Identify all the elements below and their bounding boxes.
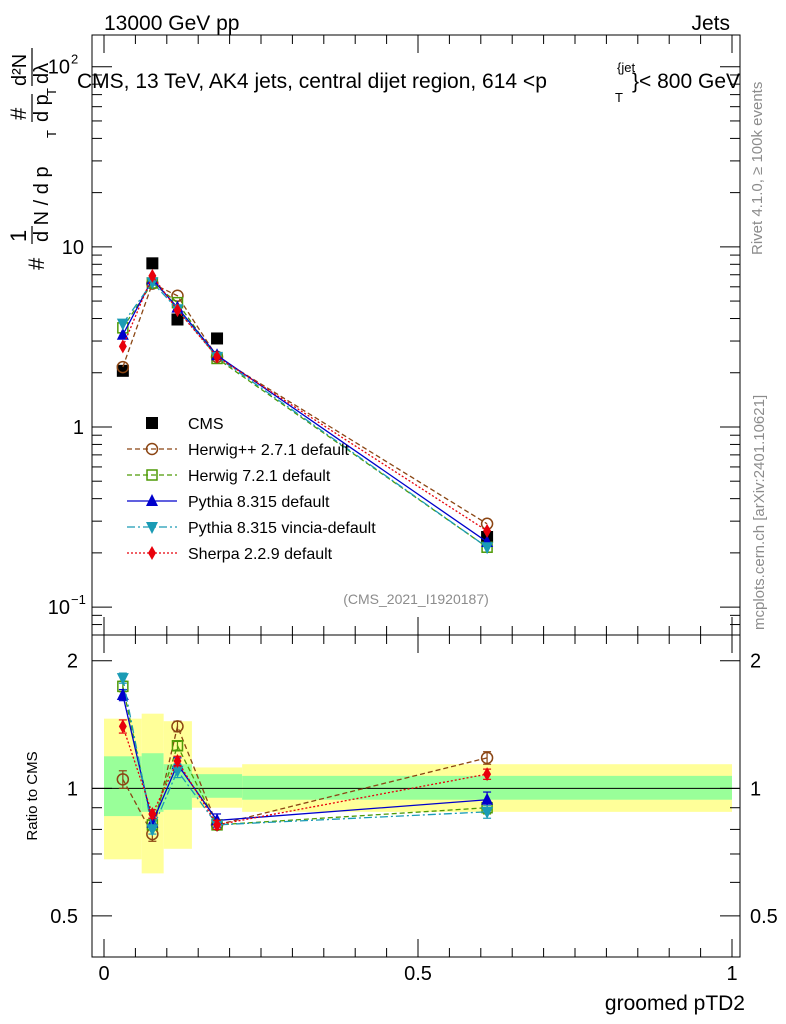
ratio-point-pythia-8-315-vincia-default [171,765,184,778]
ratio-point-pythia-8-315-vincia-default [146,824,159,837]
point-cms [146,257,159,270]
green-band-bin [141,753,164,812]
ratio-point-herwig-7-2-1-default [171,740,184,752]
ratio-y-tick-label-right: 0.5 [750,906,778,928]
main-x-ticks [103,35,733,635]
point-herwig-2-7-1-default [116,360,130,374]
point-pythia-8-315-default [116,327,129,340]
series-line-herwig-2-7-1-default [122,282,488,525]
rivet-version-label: Rivet 4.1.0, ≥ 100k events [749,82,766,255]
title-text: CMS, 13 TeV, AK4 jets, central dijet reg… [77,70,547,93]
analysis-id: (CMS_2021_I1920187) [343,591,489,607]
ratio-point-sherpa-2-2-9-default [173,754,182,769]
legend-marker-pythia-8-315-vincia-default [146,522,158,534]
ylabel-num-top: d²N [9,54,31,86]
x-tick-label: 0 [98,963,109,985]
ratio-y-axis-label: Ratio to CMS [24,751,41,840]
title-subscript: T [615,90,623,105]
legend-marker-pythia-8-315-default [146,494,158,506]
main-y-axis-label: # 1 d N / d p T # d p T d²N dλ [6,48,59,270]
main-y-tick-label: 10 [48,57,70,79]
legend: CMS Herwig++ 2.7.1 default Herwig 7.2.1 de… [127,416,376,563]
ratio-point-sherpa-2-2-9-default [213,817,222,832]
point-sherpa-2-2-9-default [148,268,157,283]
ratio-point-pythia-8-315-vincia-default [481,806,494,819]
legend-marker-herwig-2-7-1-default [145,442,159,456]
legend-label-sherpa-2-2-9-default: Sherpa 2.2.9 default [188,546,333,563]
legend-marker-cms [146,417,158,429]
point-sherpa-2-2-9-default [483,523,492,538]
ratio-y-tick-label: 0.5 [50,906,78,928]
ylabel-frac-den: d p [31,94,53,122]
main-series-group [116,257,494,555]
title-text-end: }< 800 GeV [632,70,740,93]
ratio-uncertainty-bands [92,713,740,874]
main-y-tick-label: 1 [73,417,84,439]
ylabel-dlambda: dλ [31,63,53,84]
ratio-y-tick-label: 2 [67,651,78,673]
x-axis-label: groomed pTD2 [605,992,745,1015]
ylabel-den: d N / d p [31,166,53,242]
ratio-point-herwig-2-7-1-default [116,773,130,786]
ratio-line-pythia-8-315-vincia-default [122,677,488,832]
x-tick-label: 1 [726,963,737,985]
main-y-tick-exponent: 2 [71,52,78,67]
ylabel-hash: # [24,257,49,270]
point-sherpa-2-2-9-default [173,303,182,318]
point-pythia-8-315-vincia-default [116,318,129,331]
ylabel-frac-num: # [6,107,31,120]
legend-label-herwig-7-2-1-default: Herwig 7.2.1 default [188,468,331,485]
point-sherpa-2-2-9-default [118,339,127,354]
plot-title: CMS, 13 TeV, AK4 jets, central dijet reg… [77,60,740,105]
main-y-tick-label: 10 [48,597,70,619]
ratio-point-pythia-8-315-vincia-default [116,673,129,686]
ratio-plot-frame [91,634,741,958]
main-plot-frame [91,34,741,636]
ratio-point-herwig-2-7-1-default [480,751,494,765]
ratio-y-axis: 0.5 0.5 1 1 2 2 [50,651,778,958]
x-axis: 0 0.5 1 [98,635,738,985]
ratio-y-tick-label-right: 1 [750,778,761,800]
legend-label-herwig-2-7-1-default: Herwig++ 2.7.1 default [188,442,350,459]
legend-label-pythia-8-315-default: Pythia 8.315 default [188,494,330,511]
legend-label-cms: CMS [188,416,224,433]
legend-marker-herwig-7-2-1-default [146,469,158,481]
ratio-series-group [116,672,494,842]
point-cms [171,313,184,326]
mcplots-source-label: mcplots.cern.ch [arXiv:2401.10621] [751,395,768,630]
point-pythia-8-315-vincia-default [481,542,494,555]
point-cms [211,332,224,345]
ratio-point-pythia-8-315-default [116,688,129,701]
green-band-bin [242,775,732,800]
title-superscript: {jet [617,60,635,75]
ylabel-den-sub: T [44,130,59,138]
point-cms [116,364,129,377]
legend-marker-sherpa-2-2-9-default [148,546,156,560]
ratio-point-sherpa-2-2-9-default [118,719,127,734]
ratio-point-sherpa-2-2-9-default [148,806,157,821]
legend-label-pythia-8-315-vincia-default: Pythia 8.315 vincia-default [188,520,376,537]
ratio-point-pythia-8-315-default [481,792,494,805]
ratio-line-sherpa-2-2-9-default [122,726,488,826]
category-label: Jets [691,12,730,35]
ylabel-one: 1 [6,230,31,242]
main-y-tick-exponent: −1 [71,592,86,607]
ratio-y-tick-label: 1 [67,778,78,800]
energy-label: 13000 GeV pp [104,12,239,35]
ratio-point-herwig-2-7-1-default [171,720,184,733]
x-tick-label: 0.5 [404,963,432,985]
ratio-y-tick-label-right: 2 [750,651,761,673]
main-y-tick-label: 10 [62,237,84,259]
green-band-bin [191,774,243,798]
ratio-point-sherpa-2-2-9-default [483,767,492,782]
ylabel-frac-den-sub: T [44,88,59,96]
point-sherpa-2-2-9-default [213,349,222,364]
